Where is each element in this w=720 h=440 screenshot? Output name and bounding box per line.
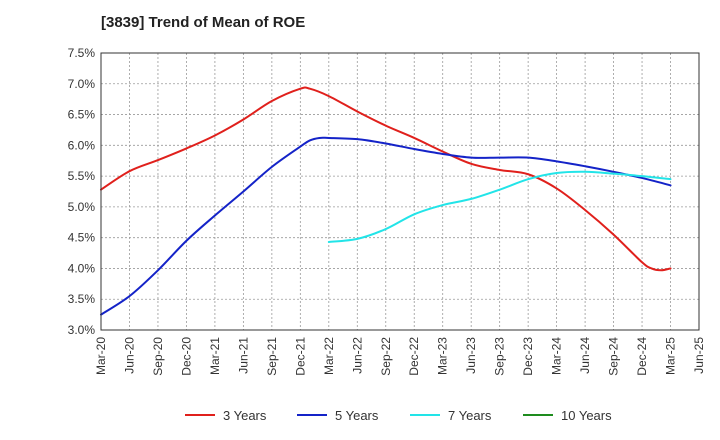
series-line-7-years [327,170,672,243]
plot-frame [100,52,700,331]
legend-label-3-years: 3 Years [223,408,267,423]
x-tick-label: Sep-21 [265,337,279,376]
x-tick-label: Dec-20 [179,337,193,376]
chart-title: [3839] Trend of Mean of ROE [101,14,305,31]
x-tick-label: Mar-24 [550,337,564,375]
plot-area [101,53,699,330]
y-axis-ticks: 7.5% 7.0% 6.5% 6.0% 5.5% 5.0% 4.5% 4.0% 3.5% 3.0% [68,46,96,337]
series-layer [100,86,672,316]
y-tick-label: 5.5% [68,169,96,183]
x-tick-label: Jun-21 [236,337,250,374]
legend-label-7-years: 7 Years [448,408,492,423]
x-tick-label: Jun-20 [122,337,136,374]
x-tick-label: Sep-24 [607,337,621,376]
x-tick-label: Jun-25 [692,337,706,374]
x-tick-label: Mar-23 [436,337,450,375]
x-tick-label: Dec-21 [293,337,307,376]
y-tick-label: 3.0% [68,323,96,337]
x-tick-label: Mar-20 [94,337,108,375]
x-tick-label: Dec-24 [635,337,649,376]
y-tick-label: 6.0% [68,138,96,152]
x-tick-label: Mar-25 [664,337,678,375]
x-tick-label: Mar-22 [322,337,336,375]
x-tick-label: Jun-22 [350,337,364,374]
y-tick-label: 4.5% [68,231,96,245]
y-tick-label: 5.0% [68,200,96,214]
legend-label-10-years: 10 Years [561,408,612,423]
legend-label-5-years: 5 Years [335,408,379,423]
series-line-5-years [100,136,672,316]
y-tick-label: 7.5% [68,46,96,60]
y-tick-label: 6.5% [68,108,96,122]
x-tick-label: Sep-20 [151,337,165,376]
x-tick-label: Sep-23 [493,337,507,376]
x-tick-label: Sep-22 [379,337,393,376]
x-tick-label: Jun-24 [578,337,592,374]
x-tick-label: Mar-21 [208,337,222,375]
y-tick-label: 7.0% [68,77,96,91]
y-tick-label: 4.0% [68,261,96,275]
series-line-3-years [100,86,672,272]
x-tick-label: Jun-23 [464,337,478,374]
x-tick-label: Dec-22 [407,337,421,376]
legend: 3 Years 5 Years 7 Years 10 Years [185,408,612,423]
y-tick-label: 3.5% [68,292,96,306]
x-axis-ticks: Mar-20 Jun-20 Sep-20 Dec-20 Mar-21 Jun-21 Sep-… [94,337,706,376]
x-tick-label: Dec-23 [521,337,535,376]
